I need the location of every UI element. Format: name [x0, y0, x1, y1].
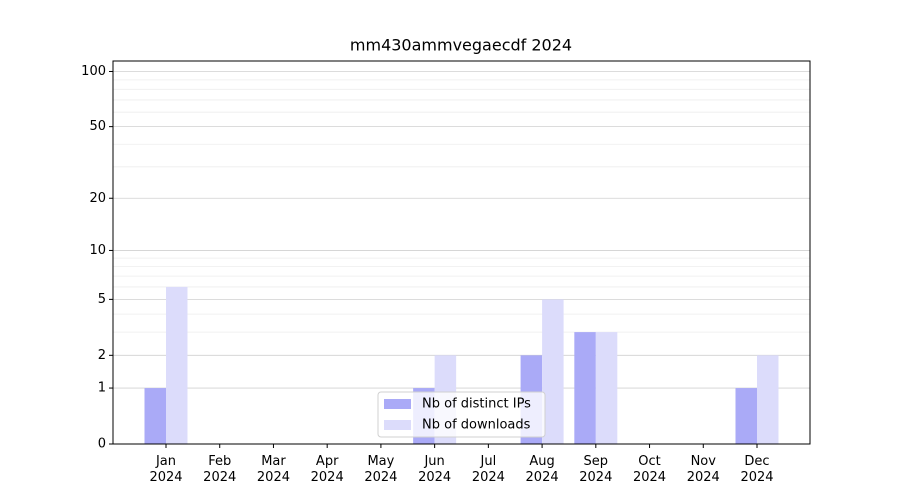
bar [574, 332, 596, 444]
y-tick-label: 0 [98, 437, 106, 452]
x-tick-label: Jul 2024 [472, 454, 505, 485]
y-tick-label: 10 [89, 243, 106, 258]
legend-swatch [384, 420, 411, 430]
x-tick-label: Sep 2024 [579, 454, 612, 485]
y-tick-label: 5 [98, 292, 106, 307]
legend-swatch [384, 399, 411, 409]
bar [542, 299, 564, 444]
chart-title: mm430ammvegaecdf 2024 [350, 36, 572, 55]
x-tick-label: Mar 2024 [257, 454, 290, 485]
bar [166, 286, 188, 444]
y-tick-label: 20 [89, 191, 106, 206]
y-tick-label: 2 [98, 348, 106, 363]
bar [144, 388, 166, 444]
x-tick-label: Jun 2024 [418, 454, 451, 485]
plot-frame [112, 60, 811, 445]
bar [757, 355, 779, 444]
y-tick-label: 50 [89, 119, 106, 134]
x-tick-label: Nov 2024 [687, 454, 720, 485]
x-tick-label: Dec 2024 [740, 454, 773, 485]
x-tick-label: Jan 2024 [149, 454, 182, 485]
legend-box [377, 391, 546, 438]
legend-label: Nb of downloads [422, 418, 531, 433]
y-tick-label: 1 [98, 381, 106, 396]
x-tick-label: Apr 2024 [311, 454, 344, 485]
x-tick-label: Oct 2024 [633, 454, 666, 485]
bar [595, 332, 618, 444]
x-tick-label: Aug 2024 [526, 454, 559, 485]
x-tick-label: May 2024 [364, 454, 397, 485]
legend-label: Nb of distinct IPs [422, 397, 531, 412]
y-tick-label: 100 [81, 64, 106, 79]
x-tick-label: Feb 2024 [203, 454, 236, 485]
bar [735, 388, 757, 444]
